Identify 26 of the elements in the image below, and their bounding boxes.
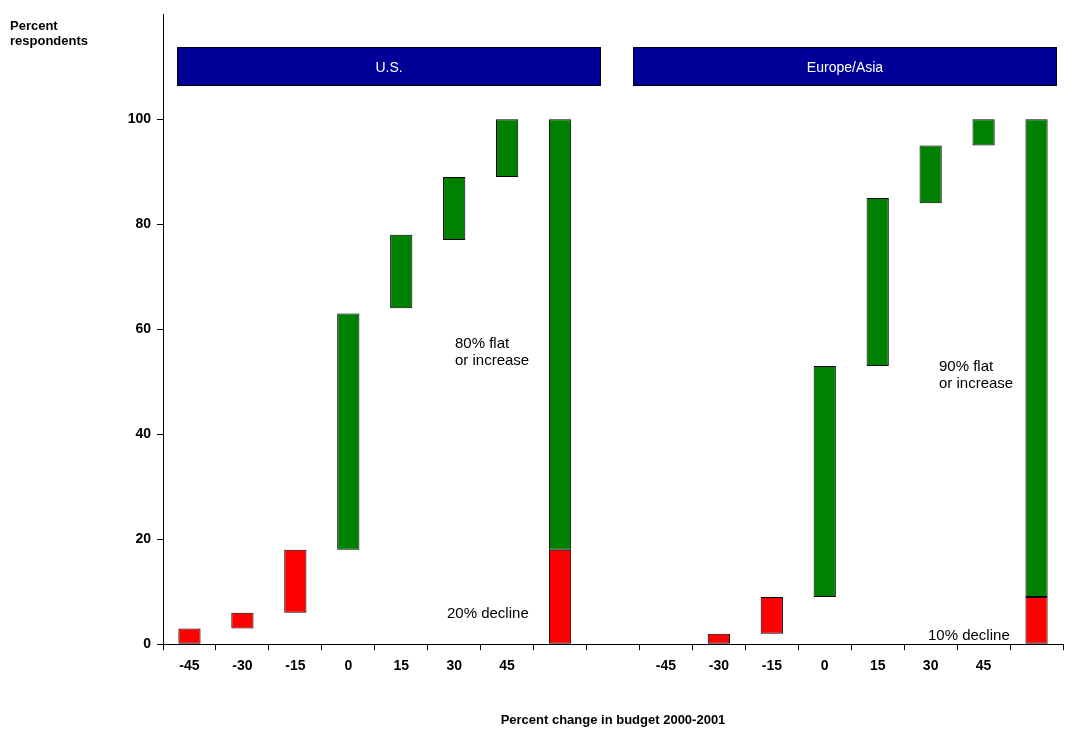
y-tick-label: 60 [135, 320, 152, 337]
x-tick-label: -30 [232, 657, 253, 674]
x-axis-title: Percent change in budget 2000-2001 [499, 712, 727, 727]
y-tick-label: 40 [135, 425, 152, 442]
x-tick-label: 30 [922, 657, 939, 674]
x-tick-label: -15 [285, 657, 306, 674]
x-tick-label: 45 [975, 657, 992, 674]
annotation: 90% flat or increase [939, 357, 1014, 391]
y-tick-label: 20 [135, 530, 152, 547]
x-tick-label: 15 [393, 657, 410, 674]
x-tick-label: -15 [761, 657, 783, 674]
x-tick-label: 45 [499, 657, 516, 674]
y-tick-label: 80 [135, 215, 152, 232]
y-tick-label: 100 [127, 110, 152, 127]
x-tick-label: 0 [344, 657, 353, 674]
annotation: 20% decline [447, 604, 529, 621]
x-tick-label: -30 [708, 657, 730, 674]
y-tick-label: 0 [143, 635, 152, 652]
x-tick-label: 15 [869, 657, 886, 674]
annotation: 80% flat or increase [455, 334, 530, 368]
annotation: 10% decline [928, 626, 1010, 643]
x-tick-label: 30 [446, 657, 463, 674]
x-tick-label: -45 [179, 657, 200, 674]
y-axis-title: Percent respondents [10, 18, 89, 48]
x-tick-label: -45 [655, 657, 677, 674]
x-tick-label: 0 [820, 657, 829, 674]
